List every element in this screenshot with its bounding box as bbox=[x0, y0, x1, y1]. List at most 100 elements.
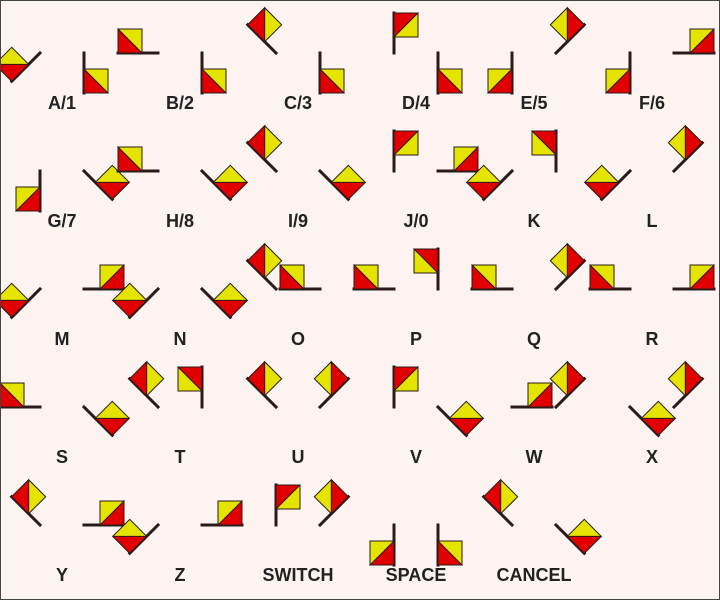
signal-label: L bbox=[647, 211, 658, 231]
flag-cloth bbox=[583, 164, 620, 200]
semaphore-flag bbox=[278, 263, 322, 291]
flag-red-half bbox=[212, 181, 249, 200]
semaphore-flag bbox=[667, 360, 705, 410]
flag-red-half bbox=[640, 417, 677, 436]
semaphore-flag bbox=[116, 27, 160, 55]
signal-label: U bbox=[292, 447, 305, 467]
signal-label: X bbox=[646, 447, 658, 467]
flag-cloth bbox=[437, 67, 464, 94]
semaphore-flag bbox=[1, 382, 42, 409]
semaphore-flag bbox=[127, 360, 165, 410]
semaphore-signal: T bbox=[127, 360, 204, 467]
flag-cloth bbox=[640, 400, 677, 436]
flag-cloth bbox=[604, 67, 631, 94]
flag-cloth bbox=[275, 484, 302, 511]
flag-cloth bbox=[688, 27, 715, 54]
flag-cloth bbox=[117, 145, 144, 172]
flag-cloth bbox=[448, 400, 485, 436]
signal-label: C/3 bbox=[284, 93, 312, 113]
flag-red-half bbox=[471, 263, 498, 290]
flag-cloth bbox=[176, 366, 203, 393]
flag-red-half bbox=[247, 124, 266, 161]
flag-red-half bbox=[566, 242, 585, 279]
flag-cloth bbox=[247, 124, 283, 161]
flag-cloth bbox=[94, 164, 131, 200]
flag-red-half bbox=[111, 299, 148, 318]
semaphore-flag bbox=[200, 499, 244, 527]
signal-label: M bbox=[55, 329, 70, 349]
flag-red-half bbox=[94, 417, 131, 436]
flag-cloth bbox=[111, 282, 148, 318]
semaphore-flag bbox=[245, 360, 283, 410]
flag-cloth bbox=[688, 263, 715, 290]
signal-label: B/2 bbox=[166, 93, 194, 113]
semaphore-flag bbox=[176, 365, 204, 409]
semaphore-flag bbox=[9, 478, 47, 528]
signal-label: V bbox=[410, 447, 422, 467]
flag-cloth bbox=[530, 130, 557, 157]
flag-red-half bbox=[684, 360, 703, 397]
flag-cloth bbox=[247, 360, 283, 397]
flag-cloth bbox=[1, 382, 26, 408]
semaphore-signal: U bbox=[245, 360, 351, 467]
semaphore-flag bbox=[436, 51, 464, 95]
signal-label: A/1 bbox=[48, 93, 76, 113]
semaphore-signal: E/5 bbox=[486, 6, 587, 113]
semaphore-flag bbox=[588, 263, 632, 291]
flag-cloth bbox=[212, 282, 249, 318]
semaphore-flag bbox=[81, 164, 131, 202]
flag-red-half bbox=[566, 535, 603, 554]
semaphore-flag bbox=[82, 51, 110, 95]
flag-cloth bbox=[83, 67, 110, 94]
semaphore-flag bbox=[436, 145, 480, 173]
flag-red-half bbox=[117, 145, 144, 172]
semaphore-signal: L bbox=[583, 124, 705, 231]
signal-label: G/7 bbox=[47, 211, 76, 231]
signal-label: F/6 bbox=[639, 93, 665, 113]
flag-cloth bbox=[353, 263, 380, 290]
flag-cloth bbox=[1, 46, 30, 82]
flag-red-half bbox=[319, 67, 346, 94]
flag-red-half bbox=[526, 381, 553, 408]
flag-cloth bbox=[98, 499, 125, 526]
semaphore-signal: V bbox=[392, 365, 485, 467]
flag-cloth bbox=[486, 67, 513, 94]
flag-cloth bbox=[14, 185, 41, 212]
flag-red-half bbox=[583, 181, 620, 200]
semaphore-flag bbox=[435, 400, 485, 438]
flag-cloth bbox=[212, 164, 249, 200]
semaphore-flag bbox=[470, 263, 514, 291]
semaphore-flag bbox=[1, 46, 43, 84]
flag-red-half bbox=[176, 366, 203, 393]
semaphore-flag bbox=[549, 242, 587, 292]
semaphore-flag bbox=[199, 282, 249, 320]
flag-cloth bbox=[667, 124, 703, 161]
flag-red-half bbox=[688, 27, 715, 54]
signal-label: SPACE bbox=[386, 565, 447, 585]
flag-red-half bbox=[279, 263, 306, 290]
flag-cloth bbox=[247, 6, 283, 43]
semaphore-flag bbox=[672, 27, 716, 55]
semaphore-flag bbox=[82, 263, 126, 291]
semaphore-flag bbox=[111, 518, 161, 556]
signal-label: P bbox=[410, 329, 422, 349]
signal-label: W bbox=[526, 447, 543, 467]
flag-cloth bbox=[279, 263, 306, 290]
semaphore-flag bbox=[627, 400, 677, 438]
flag-red-half bbox=[1, 383, 26, 408]
flag-cloth bbox=[393, 12, 420, 39]
flag-red-half bbox=[111, 535, 148, 554]
flag-cloth bbox=[111, 518, 148, 554]
flag-red-half bbox=[212, 299, 249, 318]
flag-red-half bbox=[275, 484, 302, 511]
semaphore-flag bbox=[530, 129, 558, 173]
flag-red-half bbox=[247, 242, 266, 279]
semaphore-flag bbox=[245, 6, 283, 56]
semaphore-flag bbox=[317, 164, 367, 202]
semaphore-flag bbox=[199, 164, 249, 202]
flag-red-half bbox=[452, 145, 479, 172]
flag-red-half bbox=[368, 539, 395, 566]
flag-red-half bbox=[330, 181, 367, 200]
semaphore-flag bbox=[549, 6, 587, 56]
